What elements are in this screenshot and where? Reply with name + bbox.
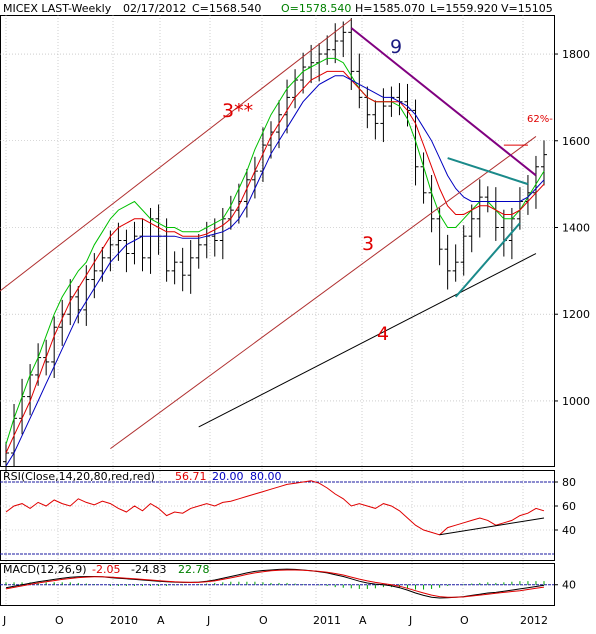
x-axis-tick-label: 2011: [313, 614, 341, 627]
rsi-tick-label: 80: [562, 476, 576, 489]
x-axis-tick-label: 2012: [520, 614, 548, 627]
x-axis-tick-label: J: [2, 614, 6, 627]
price-panel: [0, 18, 547, 473]
rsi-tick-label: 40: [562, 524, 576, 537]
x-axis-tick-label: O: [259, 614, 268, 627]
ma-blue-line: [5, 75, 545, 467]
price-tick-label: 1800: [562, 48, 590, 61]
high-value: H=1585.070: [355, 2, 425, 15]
macd-signal-line: [5, 569, 545, 598]
axis-labels: J O 2010 A J O 2011 A J O 2012 1000 1200 1400 1600 1800…: [2, 48, 590, 627]
price-tick-label: 1200: [562, 308, 590, 321]
x-axis-tick-label: O: [55, 614, 64, 627]
x-axis-tick-label: A: [359, 614, 367, 627]
rsi-panel: [0, 480, 554, 555]
rsi-tick-label: 60: [562, 500, 576, 513]
macd-legend-3: 22.78: [178, 563, 210, 576]
volume-value: V=15105: [501, 2, 553, 15]
open-value: O=1578.540: [281, 2, 351, 15]
macd-panel: [0, 568, 554, 599]
channel-upper-line: [0, 18, 352, 292]
ma-green-line: [5, 57, 545, 445]
price-tick-label: 1000: [562, 395, 590, 408]
rsi-legend-value: 56.71: [175, 470, 207, 483]
chart-date: 02/17/2012: [123, 2, 186, 15]
low-value: L=1559.920: [430, 2, 498, 15]
rsi-legend-low: 20.00: [212, 470, 244, 483]
x-axis-tick-label: O: [460, 614, 469, 627]
wedge-upper-line: [447, 157, 529, 186]
macd-legend-1: -2.05: [92, 563, 120, 576]
ma-red-line: [5, 70, 545, 454]
x-axis-tick-label: J: [206, 614, 210, 627]
downtrend-line: [350, 27, 537, 177]
price-tick-label: 1400: [562, 221, 590, 234]
wedge-lower-line: [454, 222, 521, 298]
close-value: C=1568.540: [192, 2, 261, 15]
support-line-4: [198, 253, 537, 428]
chart-title: MICEX LAST-Weekly: [3, 2, 112, 15]
x-axis-tick-label: A: [157, 614, 165, 627]
rsi-title: RSI(Close,14,20,80,red,red): [3, 470, 155, 483]
rsi-panel-frame: [0, 470, 555, 561]
wave-label-3-star: 3**: [222, 100, 253, 122]
macd-tick-label: 40: [562, 579, 576, 592]
wave-label-4: 4: [377, 323, 389, 345]
price-tick-label: 1600: [562, 135, 590, 148]
wave-label-3: 3: [362, 233, 374, 255]
macd-title: MACD(12,26,9): [3, 563, 87, 576]
fib-62-label: 62%-: [527, 114, 553, 125]
rsi-line: [5, 480, 545, 536]
price-panel-frame: [0, 15, 555, 467]
grid-lines: [0, 15, 554, 605]
channel-lower-line: [110, 136, 537, 450]
rsi-trend-line: [439, 517, 545, 536]
x-axis-tick-label: J: [408, 614, 412, 627]
x-axis-tick-label: 2010: [110, 614, 138, 627]
rsi-legend-high: 80.00: [250, 470, 282, 483]
macd-legend-2: -24.83: [131, 563, 166, 576]
wave-label-9: 9: [390, 36, 402, 58]
